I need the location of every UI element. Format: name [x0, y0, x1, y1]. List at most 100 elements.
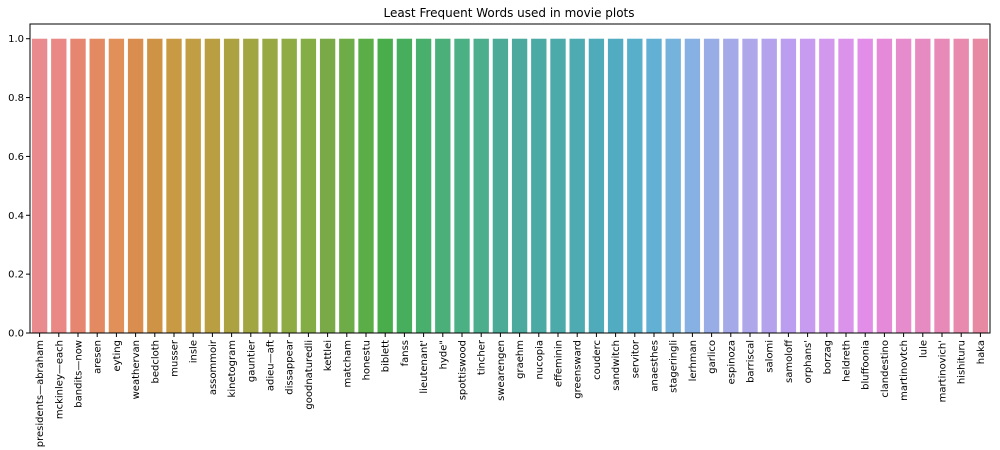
- bar: [358, 38, 374, 333]
- x-tick-label: stageringli: [669, 340, 680, 393]
- bar: [627, 38, 643, 333]
- bar: [819, 38, 835, 333]
- x-tick-label: honestu: [362, 340, 373, 380]
- x-tick-label: borzag: [822, 340, 833, 374]
- x-tick-label: gauntier: [246, 339, 257, 382]
- bar: [607, 38, 624, 333]
- x-tick-label: eyting: [112, 340, 123, 371]
- bar: [665, 38, 681, 333]
- x-tick-label: hishituru: [957, 340, 968, 384]
- x-tick-label: bedcloth: [150, 340, 161, 384]
- bar: [89, 38, 105, 333]
- x-tick-label: spottiswood: [458, 340, 469, 400]
- x-tick-label: lieutenant': [419, 340, 430, 394]
- bar: [262, 38, 278, 333]
- x-tick-label: haka: [976, 340, 987, 364]
- x-tick-label: espinoza: [726, 340, 737, 384]
- x-tick-label: biblett: [381, 340, 392, 372]
- x-tick-label: hyde": [438, 340, 449, 369]
- x-tick-label: martinovich': [938, 340, 949, 402]
- x-tick-label: insle: [189, 340, 200, 363]
- bar: [934, 38, 950, 333]
- bar: [742, 38, 758, 333]
- bar: [147, 38, 163, 333]
- x-tick-label: assommoir: [208, 339, 219, 395]
- bar: [415, 38, 432, 333]
- x-tick-label: samoloff: [784, 339, 795, 383]
- x-tick-label: kettlei: [323, 340, 334, 371]
- bar: [185, 38, 201, 333]
- bar: [531, 38, 547, 333]
- x-tick-label: couderc: [592, 340, 603, 380]
- x-tick-label: lule: [918, 340, 929, 358]
- bar: [703, 38, 720, 333]
- bar: [838, 38, 854, 333]
- bar: [876, 38, 893, 333]
- bar: [972, 38, 989, 333]
- y-tick-label: 0.4: [8, 211, 24, 222]
- x-tick-label: aresen: [93, 340, 104, 374]
- bar: [473, 38, 489, 333]
- bar: [799, 38, 816, 333]
- chart-title: Least Frequent Words used in movie plots: [383, 6, 634, 20]
- x-tick-label: garlico: [707, 340, 718, 374]
- x-tick-label: nucopia: [534, 340, 545, 380]
- x-tick-label: greensward: [573, 340, 584, 399]
- y-tick-label: 0.6: [8, 152, 24, 163]
- bar: [70, 38, 86, 333]
- x-tick-label: mckinley—each: [54, 340, 65, 419]
- x-tick-label: barriscal: [746, 340, 757, 383]
- x-tick-label: graehm: [515, 340, 526, 379]
- bar: [857, 38, 873, 333]
- bar: [166, 38, 182, 333]
- x-axis: presidents—abraham mckinley—each bandits—n…: [35, 333, 987, 447]
- bar: [319, 38, 336, 333]
- bar: [281, 38, 297, 333]
- bar: [223, 38, 240, 333]
- x-tick-label: matcham: [342, 340, 353, 388]
- bar: [339, 38, 355, 333]
- x-tick-label: dissappear: [285, 339, 296, 395]
- x-tick-label: anaesthes: [650, 340, 661, 392]
- plot-frame: [29, 23, 991, 334]
- x-tick-label: heldreth: [842, 340, 853, 382]
- x-tick-label: salomi: [765, 340, 776, 373]
- bar: [569, 38, 585, 333]
- bar: [300, 38, 317, 333]
- x-tick-label: servitor: [630, 339, 641, 378]
- bar: [684, 38, 701, 333]
- bar: [780, 38, 797, 333]
- bar: [377, 38, 393, 333]
- bars: [31, 38, 989, 333]
- x-tick-label: tincher: [477, 339, 488, 375]
- bar: [646, 38, 662, 333]
- bar: [550, 38, 566, 333]
- bar: [492, 38, 509, 333]
- x-tick-label: bandits—now: [74, 340, 85, 408]
- y-tick-label: 0.2: [8, 270, 24, 281]
- x-tick-label: goodnaturedli: [304, 340, 315, 410]
- y-tick-label: 0.0: [8, 329, 24, 340]
- x-tick-label: clandestino: [880, 340, 891, 398]
- bar: [511, 38, 528, 333]
- y-axis: 0.0 0.2 0.4 0.6 0.8 1.0: [8, 34, 30, 340]
- x-tick-label: bluffoonia: [861, 340, 872, 390]
- bar: [396, 38, 413, 333]
- y-tick-label: 0.8: [8, 93, 24, 104]
- bar: [895, 38, 912, 333]
- bar: [435, 38, 451, 333]
- x-tick-label: effeminin: [554, 340, 565, 387]
- x-tick-label: weathervan: [131, 340, 142, 399]
- bar: [723, 38, 739, 333]
- bar: [953, 38, 969, 333]
- bar: [243, 38, 259, 333]
- x-tick-label: sandwitch: [611, 340, 622, 391]
- bar: [127, 38, 144, 333]
- x-tick-label: fanss: [400, 340, 411, 366]
- bar: [51, 38, 67, 333]
- x-tick-label: martinovtch: [899, 340, 910, 401]
- x-tick-label: adieu—aft: [266, 340, 277, 391]
- x-tick-label: musser: [170, 339, 181, 377]
- bar: [108, 38, 125, 333]
